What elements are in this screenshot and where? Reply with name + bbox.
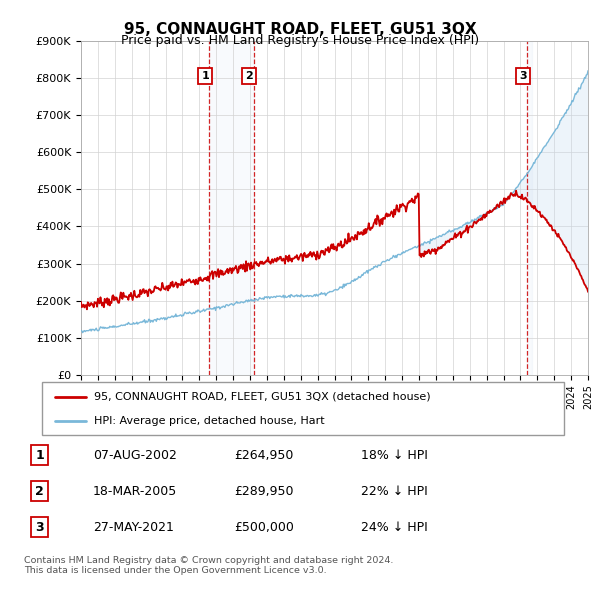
Bar — [527, 41, 532, 375]
Text: £289,950: £289,950 — [234, 484, 293, 498]
Text: 1: 1 — [35, 448, 44, 461]
Text: 22% ↓ HPI: 22% ↓ HPI — [361, 484, 427, 498]
Text: £264,950: £264,950 — [234, 448, 293, 461]
Text: 27-MAY-2021: 27-MAY-2021 — [93, 521, 174, 534]
Text: 95, CONNAUGHT ROAD, FLEET, GU51 3QX: 95, CONNAUGHT ROAD, FLEET, GU51 3QX — [124, 22, 476, 37]
Text: HPI: Average price, detached house, Hart: HPI: Average price, detached house, Hart — [94, 416, 325, 426]
Text: 24% ↓ HPI: 24% ↓ HPI — [361, 521, 427, 534]
Text: 3: 3 — [519, 71, 527, 81]
Text: 07-AUG-2002: 07-AUG-2002 — [93, 448, 177, 461]
Text: 95, CONNAUGHT ROAD, FLEET, GU51 3QX (detached house): 95, CONNAUGHT ROAD, FLEET, GU51 3QX (det… — [94, 392, 431, 402]
Text: 18% ↓ HPI: 18% ↓ HPI — [361, 448, 428, 461]
Text: 1: 1 — [201, 71, 209, 81]
FancyBboxPatch shape — [42, 382, 564, 435]
Text: Price paid vs. HM Land Registry's House Price Index (HPI): Price paid vs. HM Land Registry's House … — [121, 34, 479, 47]
Text: 2: 2 — [35, 484, 44, 498]
Text: 2: 2 — [245, 71, 253, 81]
Text: 18-MAR-2005: 18-MAR-2005 — [93, 484, 177, 498]
Bar — [209, 41, 254, 375]
Text: This data is licensed under the Open Government Licence v3.0.: This data is licensed under the Open Gov… — [24, 566, 326, 575]
Text: £500,000: £500,000 — [234, 521, 293, 534]
Text: Contains HM Land Registry data © Crown copyright and database right 2024.: Contains HM Land Registry data © Crown c… — [24, 556, 394, 565]
Text: 3: 3 — [35, 521, 44, 534]
